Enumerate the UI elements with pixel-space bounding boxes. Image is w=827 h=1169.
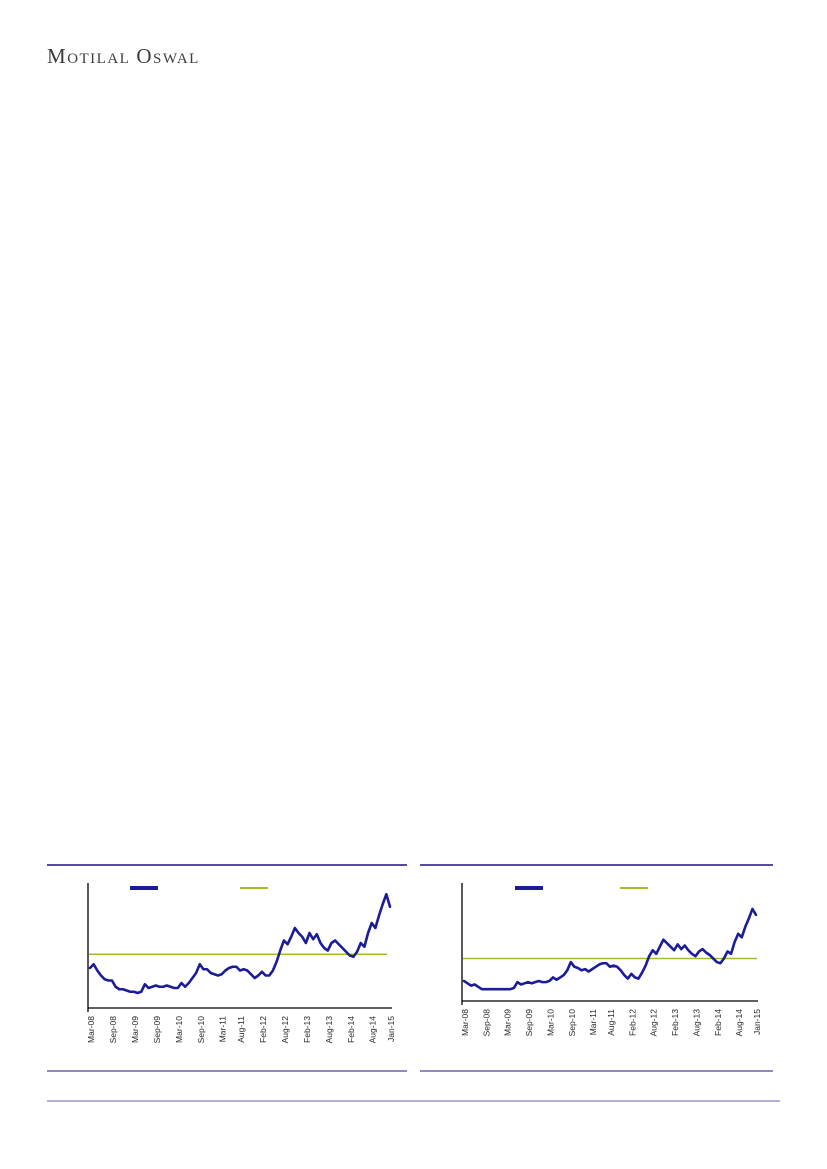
x-tick-label: Aug-13 (691, 1009, 701, 1037)
x-tick-label: Sep-10 (567, 1009, 577, 1037)
x-tick-label: Aug-12 (649, 1009, 659, 1037)
x-tick-label: Feb-13 (670, 1009, 680, 1036)
x-tick-label: Sep-09 (524, 1009, 534, 1037)
chart-canvas-left: Mar-08 Sep-08 Mar-09 Sep-09 Mar-10 Sep-10 Mar-… (86, 883, 396, 1044)
x-tick-label: Mar-08 (460, 1009, 470, 1036)
x-tick-label: Mar-09 (503, 1009, 513, 1036)
divider-footer (47, 1100, 780, 1102)
x-tick-label: Aug-12 (280, 1016, 290, 1044)
brand-word-2: SWAL (153, 51, 200, 67)
x-tick-label: Sep-09 (152, 1016, 162, 1044)
chart-right: Mar-08 Sep-08 Mar-09 Sep-09 Mar-10 Sep-10 Mar-… (420, 870, 775, 1070)
x-tick-label: Mar-11 (588, 1009, 598, 1036)
x-tick-label: Mar-08 (86, 1016, 96, 1043)
x-tick-label: Sep-08 (481, 1009, 491, 1037)
brand-initial-1: M (47, 44, 68, 68)
x-tick-label: Aug-13 (324, 1016, 334, 1044)
x-tick-label: Feb-12 (258, 1016, 268, 1043)
x-tick-label: Jan-15 (752, 1009, 762, 1035)
chart-canvas-right: Mar-08 Sep-08 Mar-09 Sep-09 Mar-10 Sep-10 Mar-… (460, 883, 762, 1037)
x-tick-label: Mar-10 (174, 1016, 184, 1043)
x-tick-label: Mar-11 (218, 1016, 228, 1043)
x-tick-label: Feb-14 (713, 1009, 723, 1036)
x-tick-label: Aug-11 (236, 1016, 246, 1043)
x-tick-label: Sep-10 (196, 1016, 206, 1044)
brand-logo: MOTILAL OSWAL (47, 44, 200, 69)
x-tick-label: Jan-15 (386, 1016, 396, 1042)
x-tick-label: Mar-10 (545, 1009, 555, 1036)
x-tick-label: Sep-08 (108, 1016, 118, 1044)
divider-mid-right (420, 1070, 773, 1072)
chart-title-rule-left (47, 864, 407, 866)
x-tick-label: Feb-14 (346, 1016, 356, 1043)
brand-word-1: OTILAL (67, 51, 131, 67)
x-tick-label: Feb-12 (627, 1009, 637, 1036)
chart-left: Mar-08 Sep-08 Mar-09 Sep-09 Mar-10 Sep-10 Mar-… (47, 870, 407, 1070)
brand-initial-2: O (136, 44, 154, 68)
x-tick-label: Aug-14 (368, 1016, 378, 1044)
x-tick-label: Aug-11 (606, 1009, 616, 1036)
chart-title-rule-right (420, 864, 773, 866)
divider-mid-left (47, 1070, 407, 1072)
x-tick-label: Aug-14 (734, 1009, 744, 1037)
x-tick-label: Mar-09 (130, 1016, 140, 1043)
x-tick-label: Feb-13 (302, 1016, 312, 1043)
